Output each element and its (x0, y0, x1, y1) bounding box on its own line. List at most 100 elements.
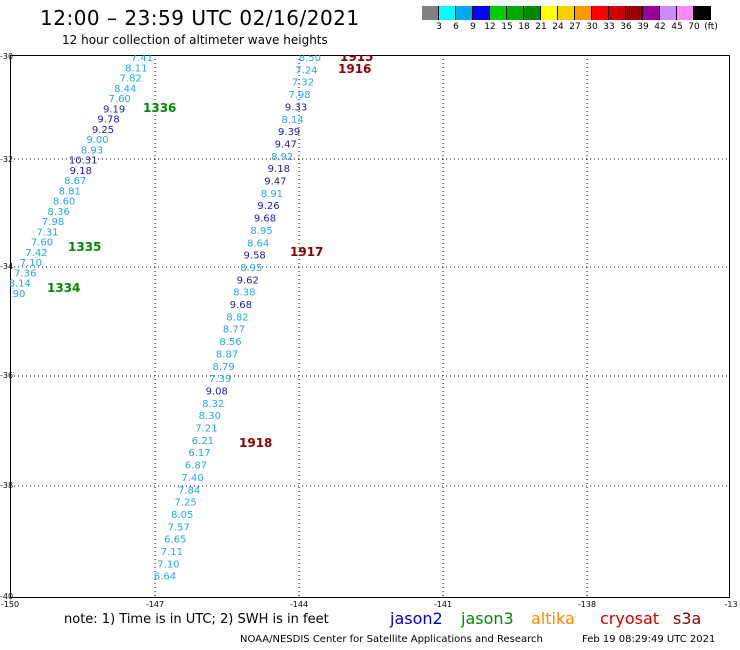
wave-height-value: 8.05 (171, 510, 193, 521)
wave-height-value: 9.39 (278, 127, 300, 138)
lat-tick-label: -36 (0, 371, 14, 380)
wave-height-value: 8.77 (223, 325, 245, 336)
wave-height-value: 7.32 (292, 78, 314, 89)
wave-height-value: 9.68 (254, 214, 276, 225)
wave-height-value: 7.57 (168, 522, 190, 533)
track-a-values: 7.418.117.828.447.609.199.789.259.008.93… (10, 55, 153, 300)
pass-time-label: 1335 (68, 240, 101, 254)
legend-jason3: jason3 (461, 609, 514, 628)
wave-height-value: 6.64 (154, 572, 176, 583)
legend-swatch (694, 6, 711, 20)
legend-swatch-label: 45 (671, 22, 683, 32)
wave-height-value: 8.44 (114, 84, 136, 95)
legend-swatch-label: (ft) (704, 22, 718, 32)
legend-swatch (626, 6, 643, 20)
generated-timestamp: Feb 19 08:29:49 UTC 2021 (582, 634, 716, 645)
wave-height-value: 9.58 (244, 251, 266, 262)
track-b-values: 8.507.247.327.989.338.149.399.478.929.18… (154, 55, 321, 583)
wave-height-value: 8.36 (47, 207, 69, 218)
wave-height-value: 8.11 (125, 63, 147, 74)
wave-height-value: 7.24 (295, 65, 317, 76)
legend-swatch (643, 6, 660, 20)
legend-swatch-label: 30 (586, 22, 598, 32)
wave-height-value: 8.60 (53, 197, 75, 208)
pass-time-label: 1918 (239, 436, 272, 450)
credit-text: NOAA/NESDIS Center for Satellite Applica… (240, 634, 543, 645)
legend-swatch (524, 6, 541, 20)
wave-height-value: 7.40 (181, 473, 203, 484)
wave-height-value: 8.56 (219, 337, 241, 348)
lat-tick-label: -40 (0, 592, 14, 601)
legend-swatch (507, 6, 524, 20)
pass-time-label: 1915 (340, 55, 373, 64)
wave-height-value: 8.95 (240, 263, 262, 274)
wave-height-value: 8.87 (216, 349, 238, 360)
wave-height-value: 7.82 (120, 74, 142, 85)
wave-height-value: 8.93 (81, 145, 103, 156)
legend-swatch-label: 21 (535, 22, 547, 32)
wave-height-value: 9.25 (92, 125, 114, 136)
wave-height-value: 8.95 (250, 226, 272, 237)
legend-swatch (439, 6, 456, 20)
wave-height-value: 7.98 (288, 90, 310, 101)
map-plot-area: 7.418.117.828.447.609.199.789.259.008.93… (10, 55, 730, 598)
wave-height-value: 8.30 (199, 411, 221, 422)
legend-swatch-label: 9 (470, 22, 476, 32)
wave-height-value: 8.14 (10, 279, 31, 290)
wave-height-value: 8.91 (261, 189, 283, 200)
wave-height-value: 7.10 (157, 559, 179, 570)
pass-time-label: 1916 (338, 62, 371, 76)
legend-swatch (456, 6, 473, 20)
wave-height-value: 6.17 (188, 448, 210, 459)
lon-tick-label: -144 (289, 600, 309, 609)
wave-height-value: 8.79 (212, 362, 234, 373)
wave-height-value: 7.60 (31, 238, 53, 249)
wave-height-value: 7.98 (42, 217, 64, 228)
lat-tick-label: -30 (0, 52, 14, 61)
wave-height-value: 9.47 (264, 177, 286, 188)
wave-height-value: 7.42 (25, 248, 47, 259)
legend-swatch-label: 36 (620, 22, 632, 32)
footer-note: note: 1) Time is in UTC; 2) SWH is in fe… (64, 612, 329, 627)
wave-height-value: 9.47 (275, 139, 297, 150)
chart-subtitle: 12 hour collection of altimeter wave hei… (62, 33, 328, 47)
wave-height-value: 8.92 (271, 152, 293, 163)
plot-frame (10, 55, 730, 598)
wave-height-value: 7.39 (209, 374, 231, 385)
legend-swatch-label: 33 (603, 22, 615, 32)
wave-height-value: 9.26 (257, 201, 279, 212)
legend-swatch-label: 24 (552, 22, 564, 32)
wave-height-value: 8.81 (59, 186, 81, 197)
wave-height-value: 7.90 (10, 289, 25, 300)
wave-height-value: 9.33 (285, 102, 307, 113)
legend-swatch-label: 42 (654, 22, 666, 32)
lat-tick-label: -38 (0, 481, 14, 490)
legend-altika: altika (531, 609, 575, 628)
wave-height-value: 6.65 (164, 535, 186, 546)
lon-tick-label: -13 (724, 600, 738, 609)
pass-time-label: 1336 (143, 101, 176, 115)
legend-swatch-label: 70 (688, 22, 700, 32)
wave-height-value: 6.87 (185, 461, 207, 472)
legend-swatch-label: 12 (484, 22, 496, 32)
wave-height-value: 7.31 (36, 227, 58, 238)
wave-height-value: 8.50 (299, 55, 321, 64)
legend-swatch-label: 39 (637, 22, 649, 32)
wave-height-value: 9.00 (86, 135, 108, 146)
legend-swatch (660, 6, 677, 20)
legend-swatch (592, 6, 609, 20)
lat-tick-label: -34 (0, 262, 14, 271)
wave-height-value: 7.41 (131, 55, 153, 64)
legend-swatch (541, 6, 558, 20)
wave-height-value: 9.68 (230, 300, 252, 311)
wave-height-value: 8.67 (64, 176, 86, 187)
legend-swatch (609, 6, 626, 20)
legend-s3a: s3a (673, 609, 702, 628)
legend-swatch (473, 6, 490, 20)
grid-lines (10, 55, 730, 598)
legend-cryosat: cryosat (600, 609, 660, 628)
wave-height-value: 7.36 (14, 268, 36, 279)
wave-height-value: 8.64 (247, 238, 269, 249)
wave-height-value: 7.25 (175, 498, 197, 509)
legend-swatch (422, 6, 439, 20)
